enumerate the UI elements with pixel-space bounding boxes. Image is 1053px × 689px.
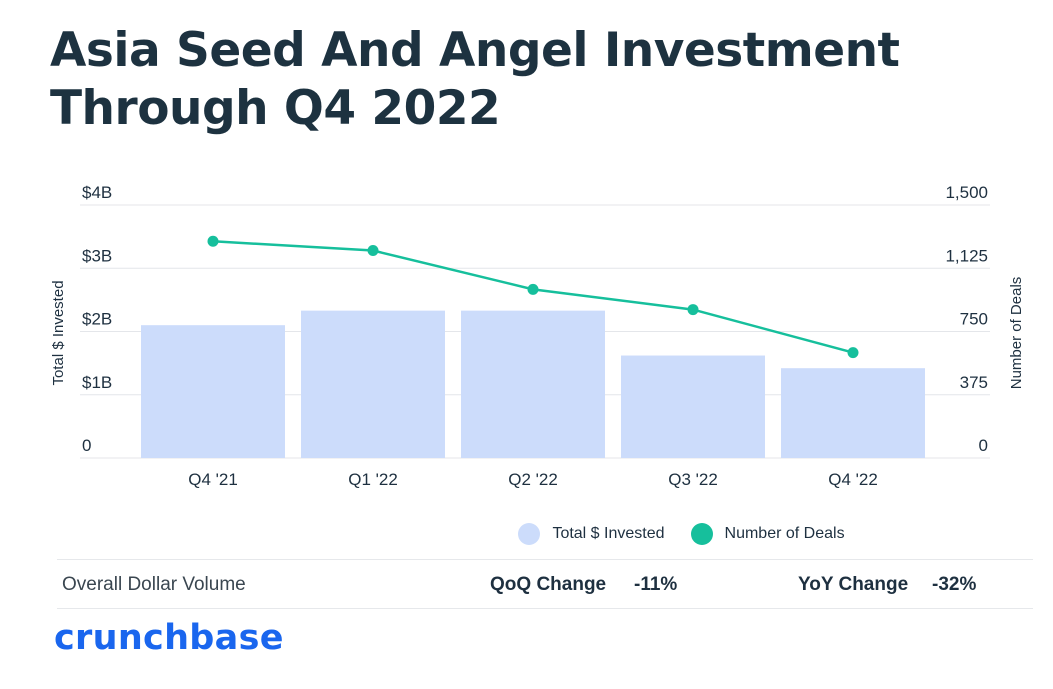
- yoy-label: YoY Change: [798, 574, 909, 595]
- bar: [461, 310, 605, 458]
- x-tick: Q4 '22: [828, 470, 878, 489]
- summary-row: Overall Dollar Volume QoQ Change -11% Yo…: [57, 559, 1033, 609]
- x-tick: Q2 '22: [508, 470, 558, 489]
- y-axis-left-title: Total $ Invested: [50, 280, 67, 385]
- legend-label: Number of Deals: [724, 525, 845, 542]
- x-tick: Q4 '21: [188, 470, 238, 489]
- bar: [301, 310, 445, 458]
- legend-item-number-of-deals: Number of Deals: [690, 523, 845, 545]
- line-series: [207, 235, 859, 359]
- bar: [781, 368, 925, 458]
- y-tick-left: 0: [82, 436, 91, 455]
- bar: [621, 355, 765, 458]
- data-point: [847, 347, 859, 359]
- legend-swatch-line: [690, 523, 713, 545]
- legend-swatch-bar: [518, 523, 541, 545]
- yoy-value: -32%: [932, 574, 977, 595]
- bar: [141, 325, 285, 458]
- data-point: [687, 304, 699, 316]
- chart-title: Asia Seed And Angel Investment Through Q…: [50, 23, 900, 136]
- x-axis: Q4 '21 Q1 '22 Q2 '22 Q3 '22 Q4 '22: [188, 470, 878, 489]
- x-tick: Q3 '22: [668, 470, 718, 489]
- y-axis-right-title: Number of Deals: [1008, 277, 1025, 390]
- x-tick: Q1 '22: [348, 470, 398, 489]
- legend-label: Total $ Invested: [552, 525, 665, 542]
- qoq-label: QoQ Change: [490, 574, 607, 595]
- data-point: [367, 245, 379, 257]
- y-tick-right: 375: [960, 373, 988, 392]
- data-point: [207, 235, 219, 247]
- y-tick-left: $1B: [82, 373, 112, 392]
- y-tick-right: 1,125: [945, 246, 988, 265]
- y-tick-right: 750: [960, 310, 988, 329]
- legend: Total $ Invested Number of Deals: [0, 523, 1053, 545]
- crunchbase-logo: crunchbase: [54, 618, 284, 658]
- legend-item-total-invested: Total $ Invested: [518, 523, 665, 545]
- y-tick-left: $4B: [82, 183, 112, 202]
- y-tick-left: $2B: [82, 310, 112, 329]
- y-tick-right: 0: [979, 436, 988, 455]
- y-axis-left: 0 $1B $2B $3B $4B: [82, 183, 112, 455]
- y-axis-right: 0 375 750 1,125 1,500: [945, 183, 988, 455]
- summary-label: Overall Dollar Volume: [62, 574, 246, 595]
- bars: [141, 310, 925, 458]
- combo-chart: 0 $1B $2B $3B $4B 0 375 750 1,125 1,500 Q4 '21 Q1…: [50, 183, 1025, 489]
- y-tick-left: $3B: [82, 246, 112, 265]
- qoq-value: -11%: [634, 574, 678, 595]
- y-tick-right: 1,500: [945, 183, 988, 202]
- data-point: [527, 283, 539, 295]
